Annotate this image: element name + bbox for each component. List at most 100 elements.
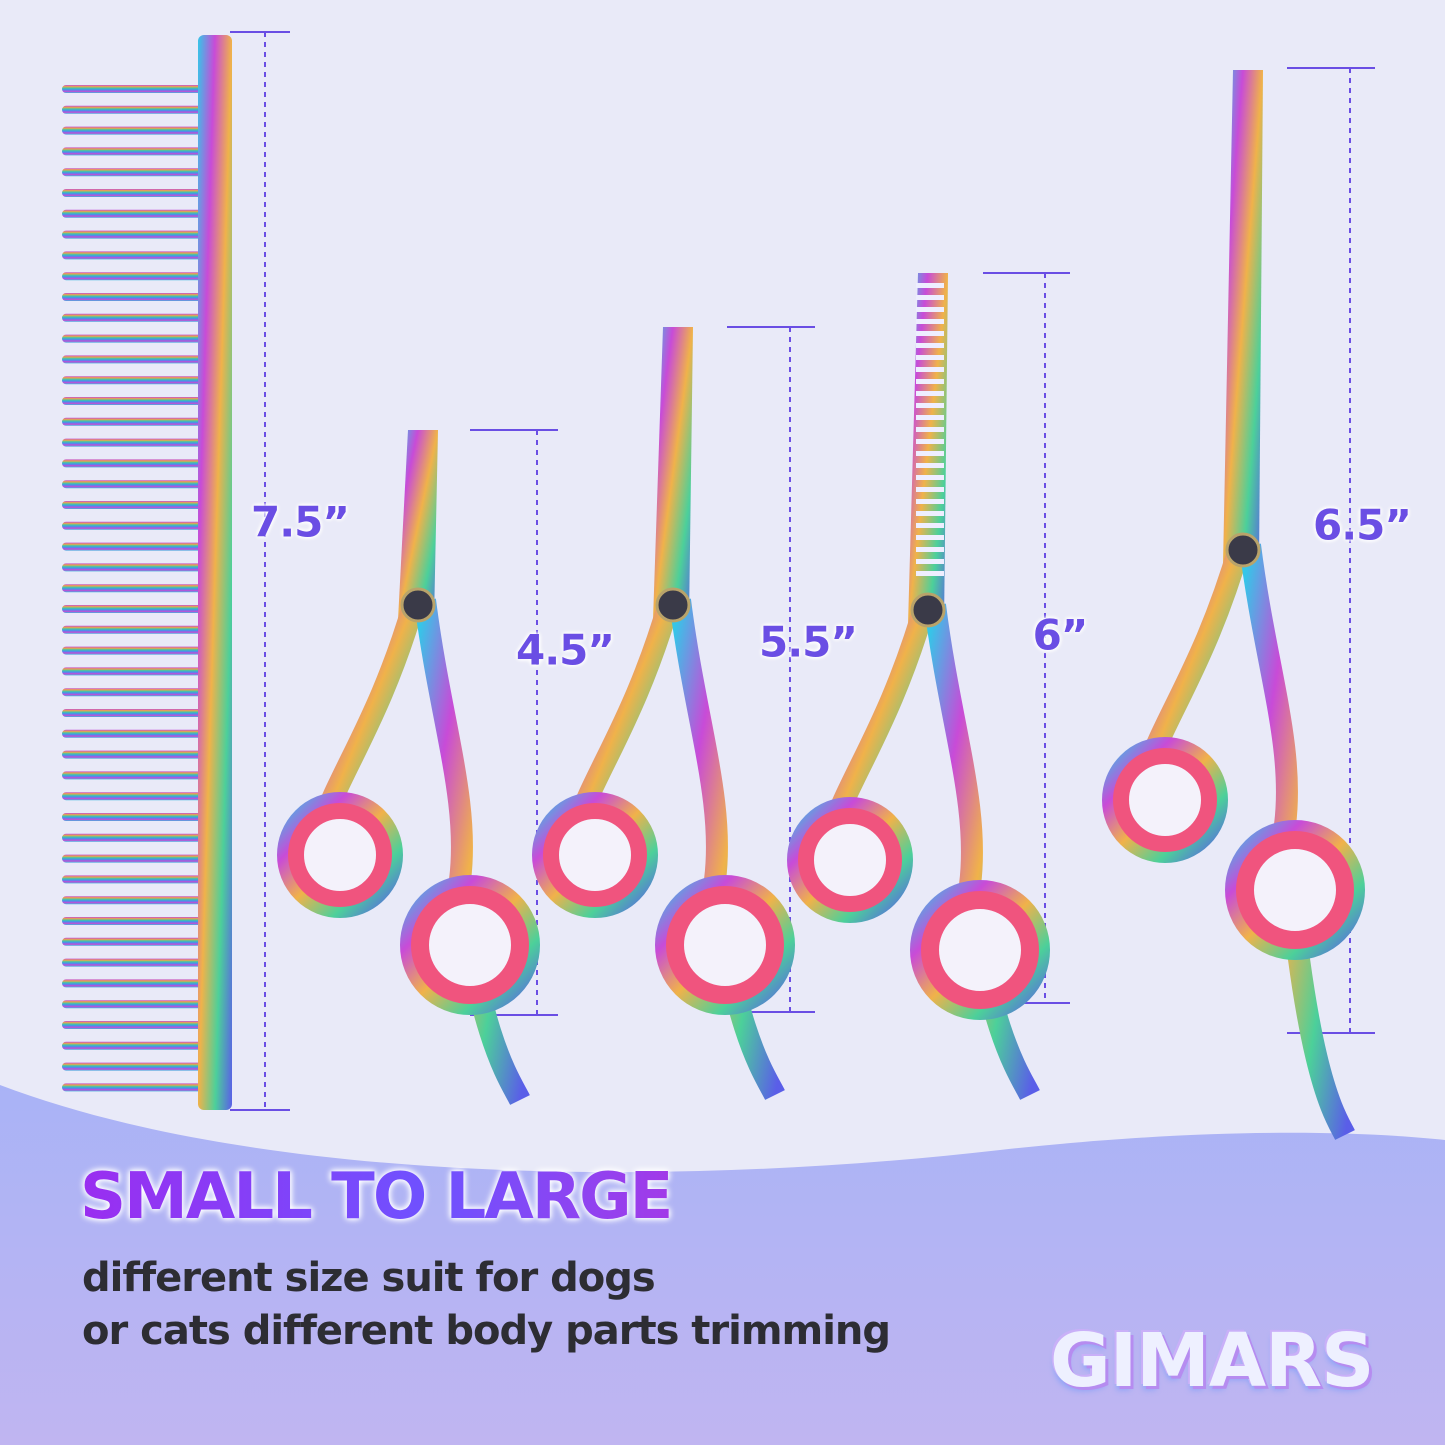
- pivot-screw-icon: [400, 587, 436, 623]
- comb-tooth: [62, 147, 202, 156]
- scissors-curved: [1102, 70, 1365, 1141]
- thinning-teeth: [916, 523, 944, 528]
- pivot-screw-icon: [1225, 532, 1261, 568]
- comb-tooth: [62, 334, 202, 343]
- blade: [398, 430, 438, 620]
- comb-tooth: [62, 230, 202, 239]
- comb-tooth: [62, 563, 202, 572]
- shank: [414, 598, 530, 1106]
- comb-tooth: [62, 605, 202, 613]
- finger-ring-insert: [798, 808, 902, 912]
- comb-tooth: [62, 792, 202, 801]
- comb-tooth: [62, 584, 202, 593]
- thinning-teeth: [916, 355, 944, 360]
- comb-tooth: [62, 168, 202, 177]
- comb-tooth: [62, 833, 202, 842]
- comb-tooth: [62, 937, 202, 946]
- comb-tooth: [62, 979, 202, 988]
- comb-tooth: [62, 1041, 202, 1050]
- thinning-teeth: [916, 547, 944, 552]
- comb-tooth: [62, 813, 202, 821]
- comb-tooth: [62, 1083, 202, 1092]
- thumb-ring-insert: [1236, 831, 1354, 949]
- comb-tooth: [62, 750, 202, 759]
- thinning-teeth: [916, 451, 944, 456]
- thinning-teeth: [916, 511, 944, 516]
- subtitle-line-1: different size suit for dogs: [82, 1255, 656, 1301]
- comb-tooth: [62, 771, 202, 780]
- thinning-teeth: [916, 475, 944, 480]
- comb-tooth: [62, 251, 202, 260]
- comb-tooth: [62, 105, 202, 114]
- brand-logo: GIMARS: [1050, 1318, 1374, 1404]
- finger-ring: [532, 792, 658, 918]
- comb-tooth: [62, 542, 202, 551]
- thinning-teeth: [916, 343, 944, 348]
- comb-tooth: [62, 459, 202, 468]
- comb-tooth: [62, 209, 202, 218]
- thinning-teeth: [916, 295, 944, 300]
- background-wave: [0, 1085, 1445, 1445]
- size-label-straight-scissors: 5.5”: [758, 617, 858, 667]
- thinning-teeth: [916, 415, 944, 420]
- comb-tooth: [62, 313, 202, 322]
- size-label-curved-scissors: 6.5”: [1312, 500, 1412, 550]
- comb-tooth: [62, 896, 202, 905]
- headline: SMALL TO LARGE: [80, 1160, 673, 1234]
- subtitle-line-2: or cats different body parts trimming: [82, 1308, 891, 1354]
- thinning-teeth: [916, 487, 944, 492]
- comb-tooth: [62, 917, 202, 925]
- thinning-teeth: [916, 319, 944, 324]
- thumb-ring-insert: [411, 886, 529, 1004]
- comb-tooth: [62, 85, 202, 93]
- comb-tooth: [62, 1021, 202, 1029]
- thumb-ring: [655, 875, 795, 1015]
- finger-ring: [787, 797, 913, 923]
- comb-tooth: [62, 272, 202, 281]
- size-label-comb: 7.5”: [250, 497, 350, 547]
- comb-tooth: [62, 126, 202, 135]
- finger-ring: [277, 792, 403, 918]
- size-label-thinning-scissors: 6”: [1032, 610, 1089, 660]
- thumb-ring: [1225, 820, 1365, 960]
- thinning-teeth: [916, 379, 944, 384]
- thinning-teeth: [916, 307, 944, 312]
- comb-tooth: [62, 958, 202, 967]
- comb-tooth: [62, 646, 202, 655]
- pivot-screw-icon: [910, 592, 946, 628]
- comb-tooth: [62, 376, 202, 385]
- comb-tooth: [62, 189, 202, 197]
- comb-tooth: [62, 1062, 202, 1071]
- comb-tooth: [62, 438, 202, 447]
- thinning-teeth: [916, 571, 944, 576]
- thinning-teeth: [916, 535, 944, 540]
- scissors-thinning: [787, 273, 1050, 1101]
- comb-tooth: [62, 397, 202, 405]
- comb-tooth: [62, 293, 202, 301]
- comb-tooth: [62, 854, 202, 863]
- thumb-ring: [910, 880, 1050, 1020]
- comb-tooth: [62, 667, 202, 676]
- thumb-ring-insert: [666, 886, 784, 1004]
- thinning-teeth: [916, 427, 944, 432]
- scissors-set: [277, 70, 1365, 1141]
- shank: [924, 603, 1040, 1101]
- comb: [62, 35, 232, 1110]
- blade: [1223, 70, 1263, 565]
- comb-tooth: [62, 729, 202, 738]
- thinning-teeth: [916, 367, 944, 372]
- scissors-small: [277, 430, 540, 1106]
- comb-tooth: [62, 875, 202, 884]
- comb-spine: [198, 35, 232, 1110]
- thinning-teeth: [916, 559, 944, 564]
- comb-tooth: [62, 480, 202, 489]
- thinning-teeth: [916, 391, 944, 396]
- thinning-teeth: [916, 439, 944, 444]
- pivot-screw-icon: [655, 587, 691, 623]
- comb-tooth: [62, 417, 202, 426]
- comb-tooth: [62, 625, 202, 634]
- comb-tooth: [62, 688, 202, 697]
- size-label-small-scissors: 4.5”: [515, 625, 615, 675]
- scissors-straight: [532, 327, 795, 1101]
